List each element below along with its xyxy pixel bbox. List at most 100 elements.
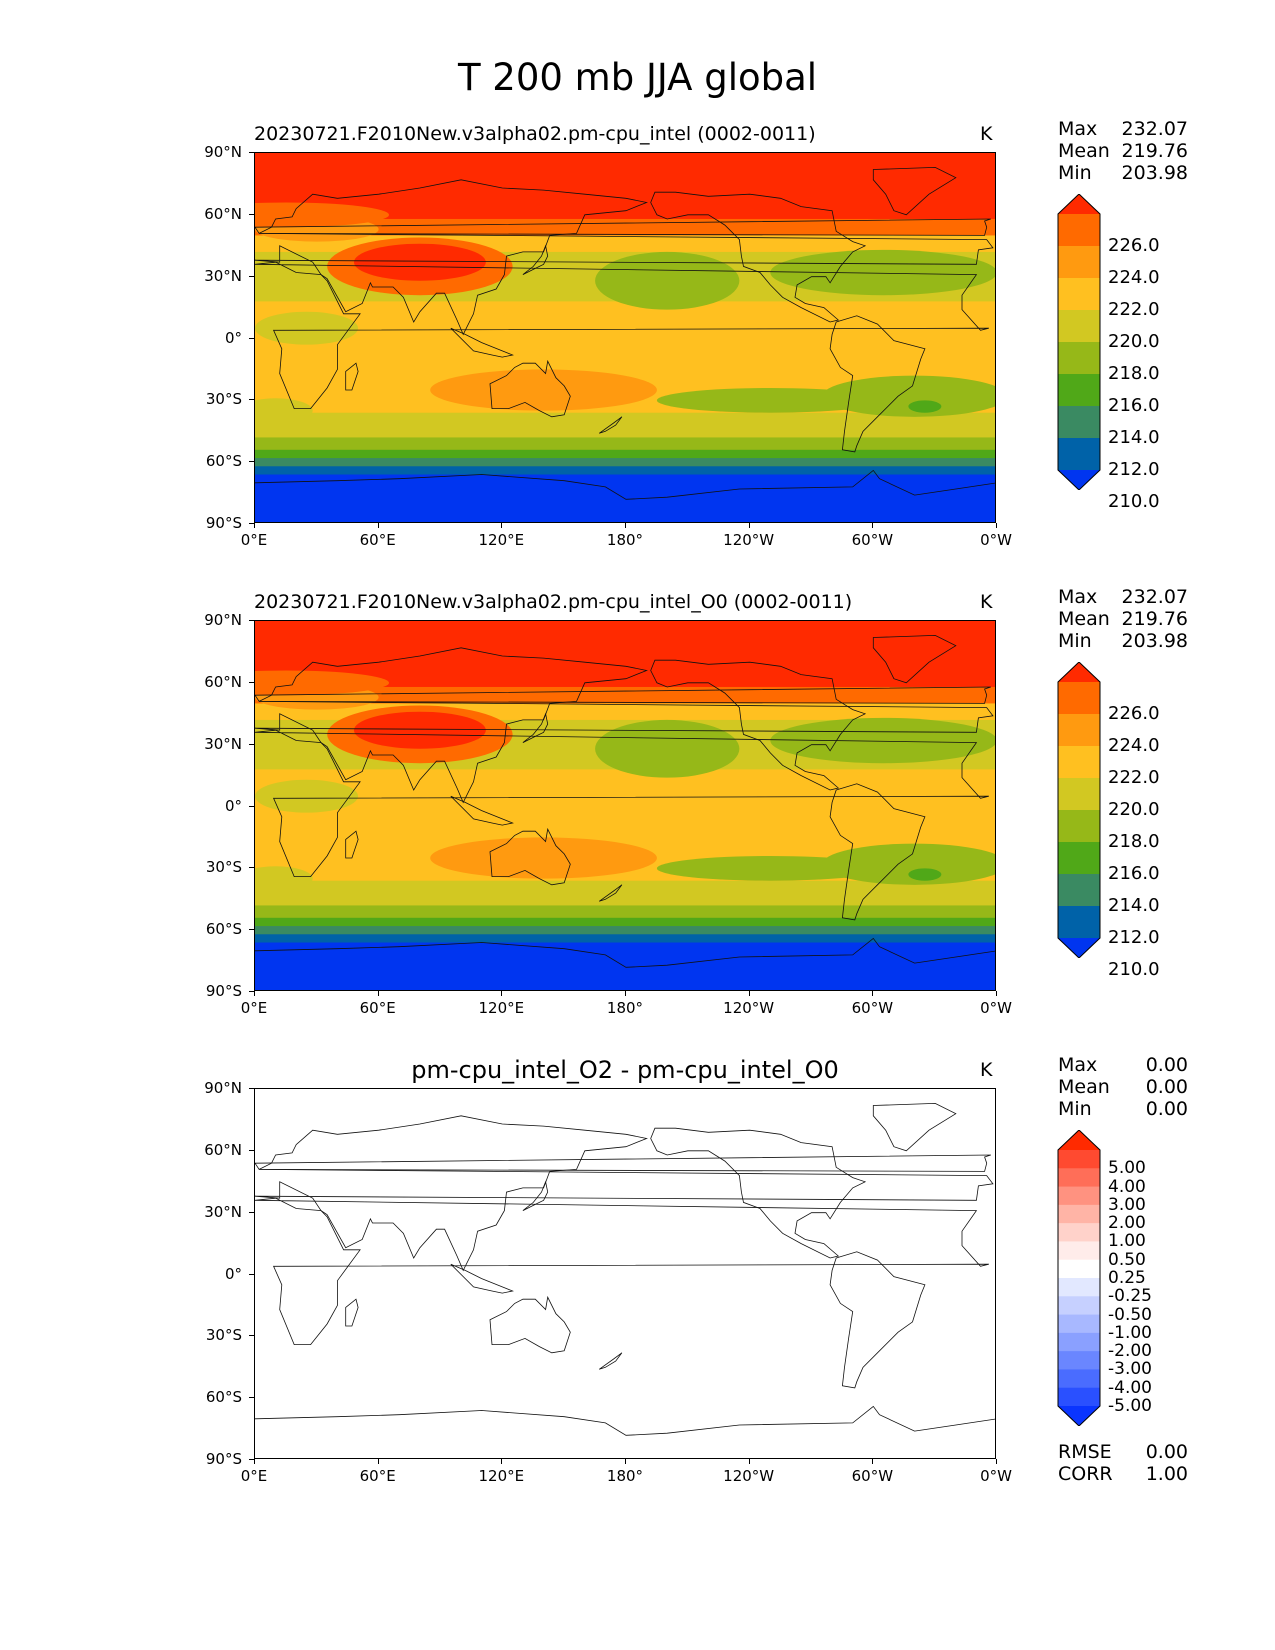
colorbar-extend-min <box>1058 470 1100 490</box>
lat-tick <box>249 275 254 277</box>
contour-region <box>353 711 486 749</box>
temperature-band <box>255 458 995 467</box>
colorbar-extend-max <box>1058 1130 1100 1150</box>
lat-tick <box>249 152 254 153</box>
greenland-outline <box>872 166 957 216</box>
colorbar-tick-label: 210.0 <box>1108 959 1160 980</box>
colorbar-tick-label: 212.0 <box>1108 459 1160 480</box>
lat-tick <box>249 743 254 745</box>
lat-tick-label: 30°N <box>204 266 242 285</box>
australia-outline <box>489 1295 571 1354</box>
lat-tick-label: 0° <box>224 328 242 347</box>
lat-tick <box>249 523 254 524</box>
lat-tick <box>249 1211 254 1213</box>
colorbar-tick-label: 212.0 <box>1108 927 1160 948</box>
colorbar-segment <box>1058 310 1100 343</box>
lon-tick <box>748 991 750 996</box>
map-svg <box>255 153 995 522</box>
colorbar-tick-label: 220.0 <box>1108 799 1160 820</box>
colorbar-segment <box>1058 1332 1100 1352</box>
colorbar-tick-label: 4.00 <box>1108 1176 1146 1197</box>
lon-tick <box>748 1459 750 1464</box>
new-zealand-outline <box>598 416 623 434</box>
colorbar-tick-label: -5.00 <box>1108 1396 1152 1416</box>
colorbar-tick-label: -1.00 <box>1108 1322 1152 1343</box>
stat-label: Min <box>1058 630 1092 652</box>
stat-label: Min <box>1058 1098 1092 1120</box>
colorbar-tick-label: -0.50 <box>1108 1304 1152 1325</box>
colorbar-extend-max <box>1058 662 1100 682</box>
temperature-band <box>255 905 995 919</box>
stat-value: 0.00 <box>1145 1098 1188 1120</box>
contour-region <box>502 771 626 801</box>
lon-tick-label: 60°W <box>851 1467 894 1485</box>
lat-tick <box>249 620 254 621</box>
colorbar-segment <box>1058 842 1100 875</box>
colorbar-tick-label: 5.00 <box>1108 1158 1146 1179</box>
lon-tick-label: 120°E <box>478 999 525 1017</box>
panel-difference: pm-cpu_intel_O2 - pm-cpu_intel_O0 K Max 0… <box>0 1054 1275 1519</box>
colorbar-tick-label: -2.00 <box>1108 1341 1152 1362</box>
lat-tick <box>249 867 254 869</box>
lat-tick <box>249 1459 254 1460</box>
colorbar-segment <box>1058 1387 1100 1407</box>
temperature-band <box>255 153 995 220</box>
colorbar-tick-label: 218.0 <box>1108 831 1160 852</box>
stat-value: 232.07 <box>1121 586 1188 608</box>
stat-label: RMSE <box>1058 1441 1112 1463</box>
units-label: K <box>980 1059 993 1081</box>
lat-tick-label: 90°N <box>204 1079 242 1097</box>
units-label: K <box>980 123 993 145</box>
stat-label: Mean <box>1058 140 1110 162</box>
south-america-outline <box>829 783 926 921</box>
uk-outline <box>255 218 991 236</box>
colorbar-tick-label: -0.25 <box>1108 1286 1152 1307</box>
europe-asia-outline <box>255 1115 994 1272</box>
lon-tick <box>501 1459 503 1464</box>
japan-outline <box>522 244 549 275</box>
colorbar-svg <box>1057 1129 1101 1427</box>
new-zealand-outline <box>598 884 623 902</box>
colorbar-segment <box>1058 906 1100 939</box>
stat-value: 0.00 <box>1145 1076 1188 1098</box>
colorbar-tick-label: -3.00 <box>1108 1359 1152 1380</box>
lat-tick-label: 60°N <box>204 1140 242 1159</box>
lon-tick-label: 180° <box>606 999 644 1017</box>
contour-region <box>821 375 995 417</box>
colorbar-tick-label: 214.0 <box>1108 895 1160 916</box>
figure-title: T 200 mb JJA global <box>457 56 818 99</box>
colorbar-segment <box>1058 278 1100 311</box>
lat-tick-label: 30°N <box>204 1202 242 1221</box>
lat-tick-label: 0° <box>224 1264 242 1283</box>
lon-tick-label: 120°W <box>723 531 775 549</box>
colorbar-tick-label: -4.00 <box>1108 1377 1152 1398</box>
lat-tick-label: 30°S <box>205 1326 242 1345</box>
lat-tick <box>249 213 254 215</box>
lon-tick <box>501 523 503 528</box>
lat-tick <box>249 1335 254 1337</box>
lon-tick-label: 0°W <box>980 1467 1012 1485</box>
lat-tick-label: 90°N <box>204 143 242 161</box>
lon-tick-label: 0°W <box>980 531 1012 549</box>
colorbar-tick-label: 218.0 <box>1108 363 1160 384</box>
madagascar-outline <box>345 362 359 391</box>
lon-tick-label: 180° <box>606 1467 644 1485</box>
zero-difference-fill <box>255 1089 995 1458</box>
colorbar-segment <box>1058 1150 1100 1169</box>
colorbar-tick-label: 216.0 <box>1108 395 1160 416</box>
colorbar-segment <box>1058 438 1100 471</box>
colorbar-segment <box>1058 778 1100 811</box>
stat-value: 219.76 <box>1121 608 1188 630</box>
colorbar-segment <box>1058 1168 1100 1188</box>
stats-box: Max 232.07 Mean 219.76 Min 203.98 <box>1058 586 1188 652</box>
stat-value: 203.98 <box>1121 162 1188 184</box>
panel-title: pm-cpu_intel_O2 - pm-cpu_intel_O0 <box>411 1056 839 1084</box>
lon-tick <box>625 991 626 996</box>
lon-tick-label: 60°E <box>359 1467 396 1485</box>
temperature-band <box>255 412 995 438</box>
contour-region <box>353 243 486 281</box>
temperature-band <box>255 449 995 459</box>
units-label: K <box>980 591 993 613</box>
contour-region <box>770 249 995 296</box>
